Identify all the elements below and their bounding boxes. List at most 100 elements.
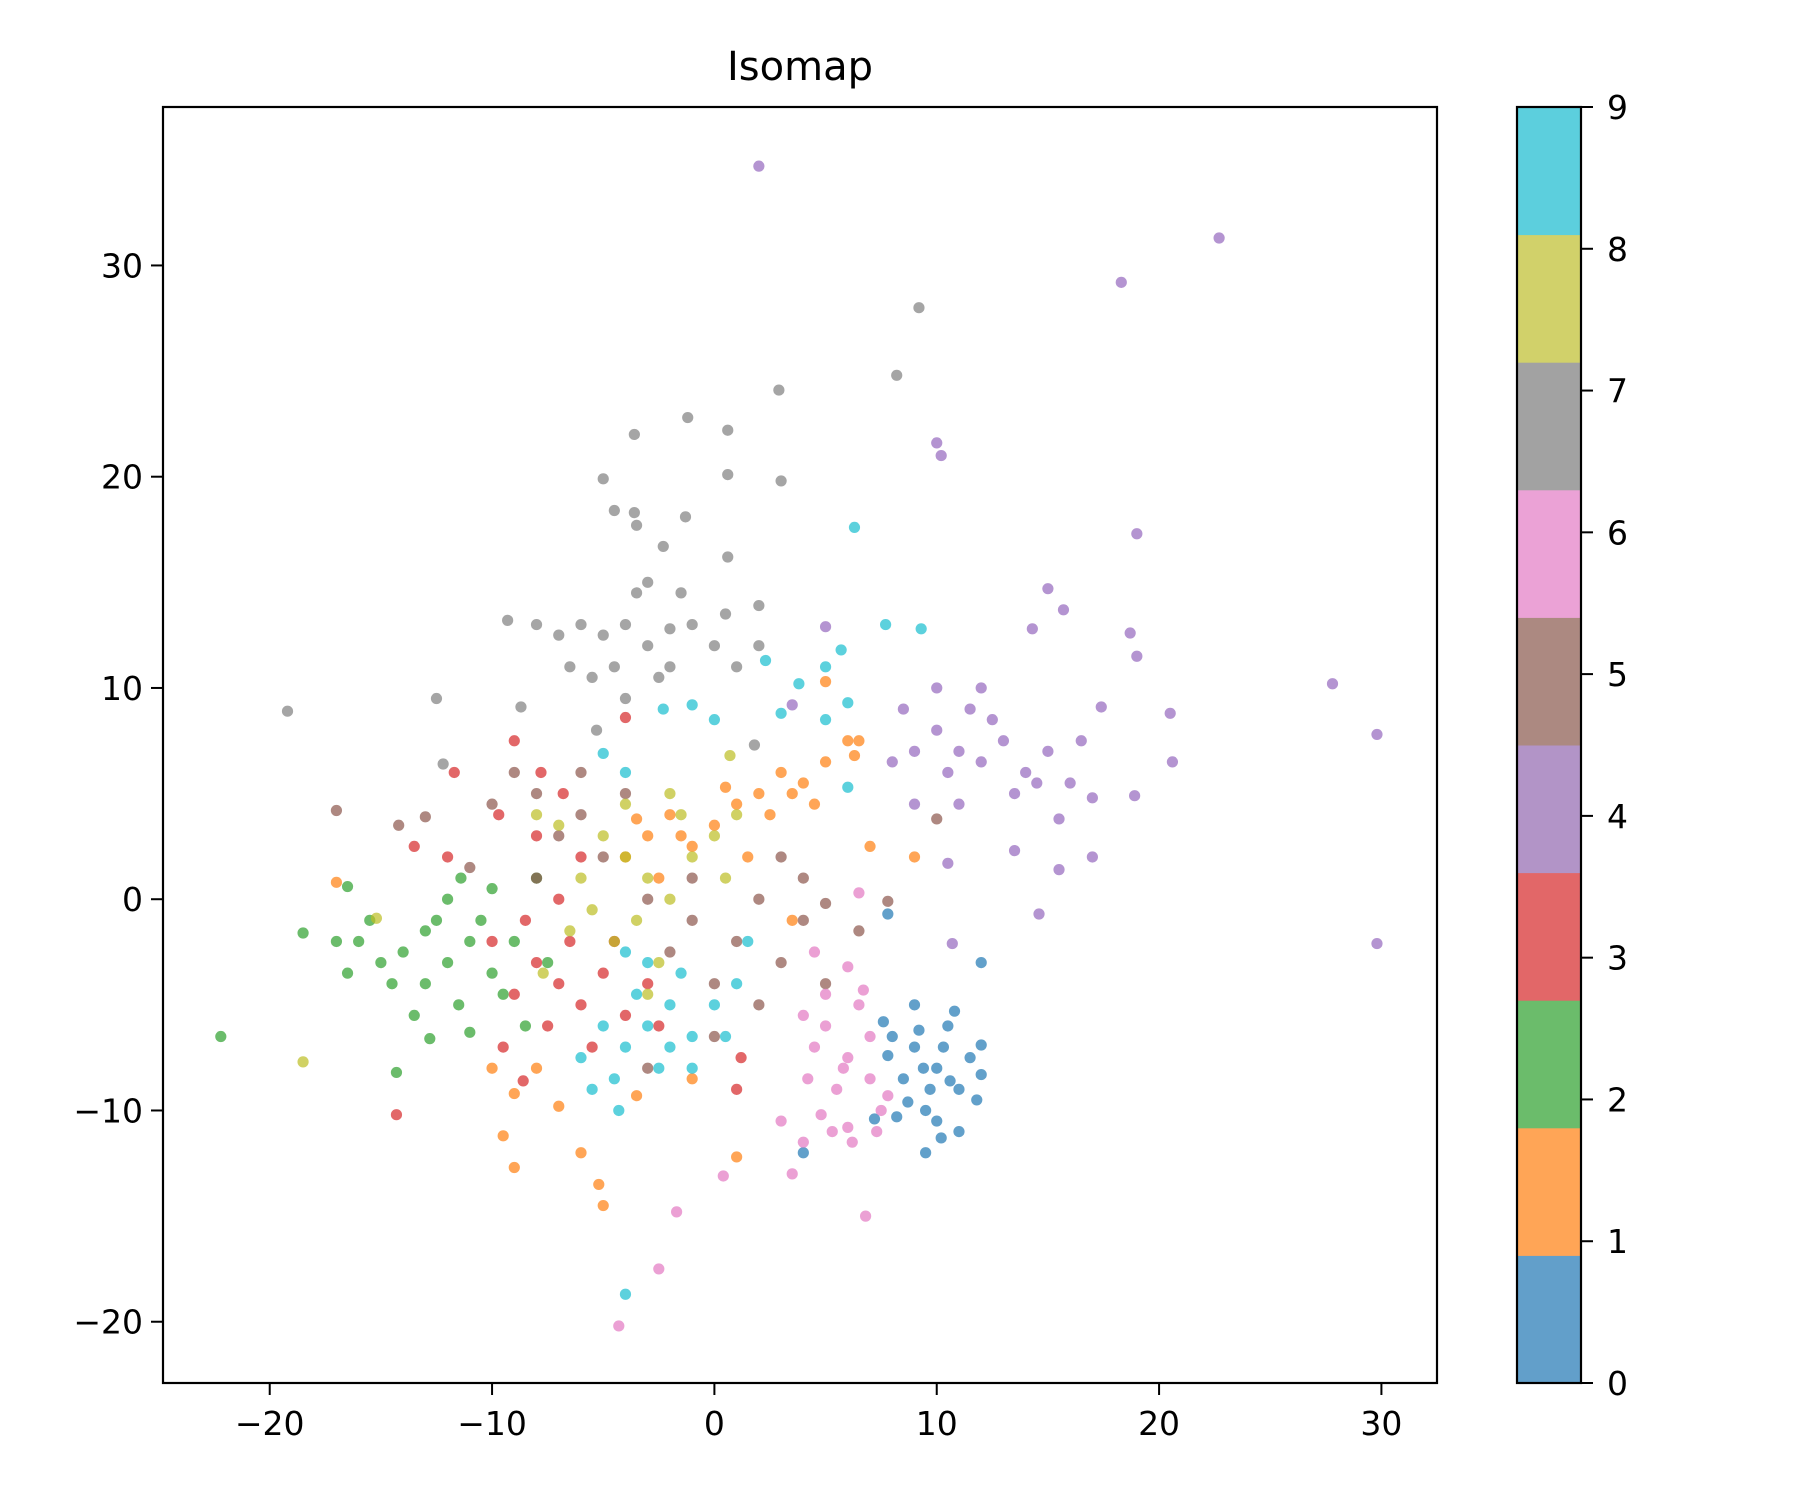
- point-class-7: [628, 428, 640, 441]
- point-class-3: [619, 711, 632, 724]
- x-tick-label: 20: [1138, 1404, 1180, 1443]
- point-class-4: [1115, 276, 1127, 288]
- y-tick-label: 10: [101, 669, 143, 708]
- point-class-9: [664, 999, 676, 1011]
- point-class-9: [819, 714, 832, 726]
- point-class-0: [953, 1083, 965, 1095]
- point-class-1: [731, 1151, 743, 1163]
- point-class-1: [508, 1161, 520, 1174]
- point-class-5: [508, 766, 520, 779]
- point-class-9: [619, 1288, 632, 1300]
- point-class-6: [797, 1009, 809, 1022]
- point-class-4: [1371, 728, 1383, 741]
- point-class-8: [297, 1056, 309, 1068]
- point-class-6: [819, 1020, 832, 1032]
- point-class-3: [735, 1052, 747, 1064]
- point-class-5: [882, 895, 894, 907]
- point-class-2: [464, 935, 476, 948]
- point-class-6: [797, 1136, 809, 1148]
- point-class-2: [455, 872, 467, 884]
- point-class-5: [819, 897, 832, 910]
- point-class-7: [773, 384, 785, 396]
- point-class-7: [675, 587, 687, 599]
- point-class-4: [997, 735, 1010, 747]
- point-class-7: [597, 473, 609, 485]
- point-class-7: [630, 519, 643, 531]
- point-class-4: [942, 857, 954, 869]
- colorbar-segment-6: [1517, 489, 1581, 618]
- point-class-9: [586, 1083, 598, 1095]
- point-class-4: [786, 699, 798, 711]
- point-class-8: [642, 872, 654, 884]
- point-class-1: [486, 1062, 498, 1074]
- point-class-0: [937, 1041, 950, 1053]
- point-class-2: [341, 880, 354, 893]
- point-class-7: [657, 540, 669, 553]
- point-class-9: [719, 1030, 732, 1043]
- point-class-6: [882, 1090, 894, 1102]
- point-class-9: [653, 1062, 665, 1074]
- point-class-0: [797, 1147, 809, 1159]
- point-class-4: [1026, 623, 1038, 635]
- point-class-5: [797, 872, 809, 884]
- point-class-8: [608, 935, 620, 948]
- point-class-3: [530, 956, 543, 969]
- point-class-4: [975, 756, 987, 768]
- point-class-3: [497, 1041, 509, 1053]
- point-class-9: [775, 707, 787, 719]
- point-class-7: [430, 692, 443, 705]
- point-class-7: [608, 661, 620, 673]
- y-tick-label: 20: [101, 458, 143, 497]
- point-class-4: [1086, 851, 1098, 863]
- point-class-7: [564, 661, 576, 673]
- x-tick-label: −10: [457, 1404, 527, 1443]
- point-class-1: [731, 798, 743, 810]
- x-tick-label: −20: [235, 1404, 305, 1443]
- point-class-1: [686, 1073, 698, 1085]
- point-class-5: [530, 872, 543, 884]
- point-class-7: [642, 576, 654, 588]
- point-class-0: [935, 1132, 947, 1144]
- point-class-4: [931, 437, 943, 449]
- point-class-3: [508, 735, 520, 747]
- point-class-1: [708, 819, 720, 831]
- colorbar-tick-label: 5: [1607, 655, 1628, 694]
- point-class-5: [775, 851, 787, 863]
- point-class-3: [619, 1009, 632, 1022]
- point-class-9: [686, 1062, 698, 1074]
- point-class-7: [553, 629, 565, 641]
- point-class-0: [877, 1016, 889, 1028]
- point-class-2: [430, 914, 443, 926]
- point-class-3: [519, 914, 532, 926]
- point-class-2: [519, 1020, 532, 1032]
- point-class-4: [908, 745, 921, 757]
- point-class-5: [393, 819, 405, 831]
- point-class-0: [920, 1147, 932, 1159]
- point-class-7: [619, 692, 632, 705]
- point-class-4: [1166, 756, 1179, 768]
- point-class-8: [575, 872, 587, 884]
- point-class-1: [597, 1199, 609, 1212]
- point-class-7: [664, 661, 676, 673]
- point-class-9: [608, 1073, 620, 1085]
- point-class-1: [508, 1087, 520, 1100]
- point-class-3: [441, 851, 454, 863]
- point-class-4: [1164, 707, 1176, 719]
- point-class-4: [942, 766, 954, 779]
- point-class-7: [686, 618, 698, 631]
- point-class-9: [597, 747, 609, 760]
- point-class-4: [1086, 792, 1098, 804]
- point-class-2: [297, 927, 309, 939]
- point-class-7: [891, 369, 903, 381]
- point-class-2: [453, 999, 465, 1011]
- point-class-3: [517, 1075, 529, 1087]
- colorbar-segment-7: [1517, 362, 1581, 491]
- colorbar-tick-label: 1: [1607, 1222, 1628, 1261]
- point-class-7: [775, 475, 787, 487]
- point-class-6: [853, 887, 865, 899]
- point-class-1: [908, 851, 921, 863]
- point-class-3: [557, 787, 569, 800]
- point-class-9: [619, 1041, 632, 1053]
- point-class-3: [586, 1041, 598, 1053]
- point-class-0: [920, 1104, 932, 1117]
